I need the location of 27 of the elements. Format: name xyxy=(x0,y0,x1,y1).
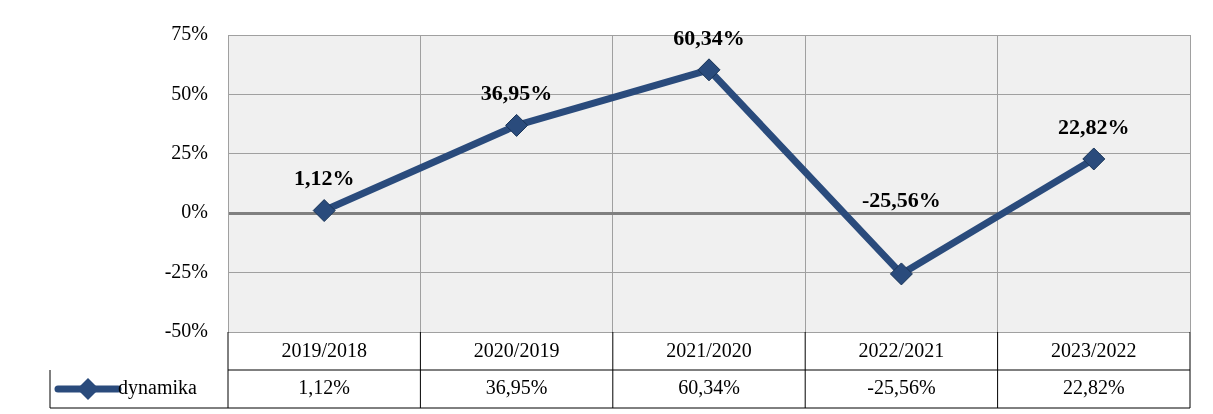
x-tick-label: 2019/2018 xyxy=(281,339,367,362)
point xyxy=(312,199,336,223)
data-label: 60,34% xyxy=(678,376,740,399)
text: 1,12% xyxy=(293,165,355,191)
text: -25,56% xyxy=(861,186,941,212)
data-label: 1,12% xyxy=(298,376,351,399)
y-tick-label: 50% xyxy=(171,81,208,104)
x-tick-label: 2021/2020 xyxy=(666,339,752,362)
x-tick-label: 2022/2021 xyxy=(858,339,945,362)
point xyxy=(505,113,529,137)
point xyxy=(1082,147,1106,171)
y-tick-label: 75% xyxy=(171,22,208,45)
data-label: 36,95% xyxy=(485,376,548,399)
y-tick-label: 0% xyxy=(181,200,208,223)
point xyxy=(889,262,913,286)
data-label: -25,56% xyxy=(867,376,936,399)
x-tick-label: 2023/2022 xyxy=(1051,339,1137,362)
text: 22,82% xyxy=(1058,113,1130,139)
y-tick-label: -50% xyxy=(164,319,208,342)
text: 60,34% xyxy=(673,24,745,50)
legend-label: dynamika xyxy=(118,376,197,400)
x-tick-label: 2020/2019 xyxy=(473,339,560,362)
point xyxy=(697,58,721,82)
text: 36,95% xyxy=(480,80,553,106)
y-tick-label: -25% xyxy=(164,259,208,282)
data-label: 22,82% xyxy=(1062,376,1125,399)
y-tick-label: 25% xyxy=(171,141,208,164)
